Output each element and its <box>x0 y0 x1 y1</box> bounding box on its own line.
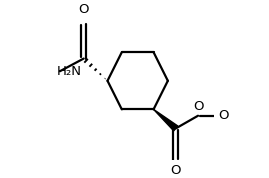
Text: O: O <box>219 109 229 122</box>
Text: H₂N: H₂N <box>57 65 82 78</box>
Text: O: O <box>171 164 181 177</box>
Polygon shape <box>154 109 178 131</box>
Text: O: O <box>194 100 204 112</box>
Text: O: O <box>79 4 89 17</box>
